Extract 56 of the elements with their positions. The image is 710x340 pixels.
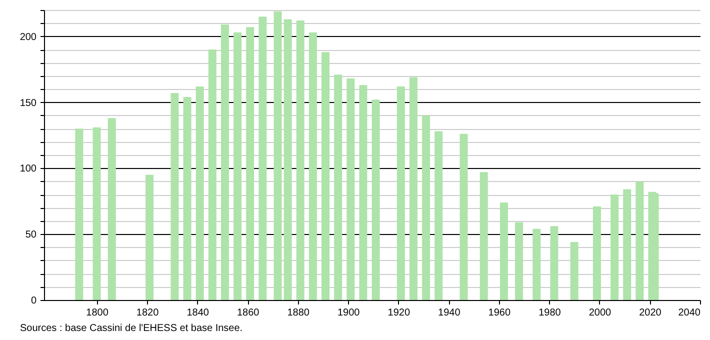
x-tick-label: 1960 — [488, 308, 511, 318]
bar — [409, 77, 418, 300]
bar — [610, 194, 619, 300]
bar — [183, 97, 192, 300]
bar — [434, 131, 443, 300]
bar — [146, 174, 154, 300]
x-tick-label: 2040 — [678, 308, 701, 318]
bar — [636, 181, 644, 300]
bar — [196, 86, 204, 300]
bar — [246, 27, 254, 300]
bar — [623, 189, 632, 300]
bar — [334, 74, 342, 300]
source-note: Sources : base Cassini de l'EHESS et base Insee. — [20, 323, 243, 334]
x-tick-label: 1820 — [136, 308, 160, 318]
x-tick-label: 1840 — [186, 308, 210, 318]
bar — [234, 32, 242, 300]
bar — [346, 78, 355, 300]
y-tick-label: 50 — [25, 230, 37, 241]
x-tick-label: 2000 — [588, 308, 612, 318]
bar — [515, 222, 524, 300]
bar — [92, 127, 101, 300]
bar — [274, 11, 282, 300]
x-tick-label: 1900 — [338, 308, 360, 318]
y-tick-label: 200 — [20, 32, 37, 43]
bar — [570, 242, 578, 300]
x-tick-label: 1860 — [236, 308, 260, 318]
bar — [396, 86, 405, 300]
bar — [108, 118, 116, 300]
bar — [422, 115, 430, 300]
bar — [284, 19, 292, 300]
x-tick-label: 1920 — [388, 308, 410, 318]
x-tick-label: 1880 — [287, 308, 310, 318]
bar — [296, 20, 304, 300]
bar — [322, 52, 330, 300]
x-tick-label: 1940 — [438, 308, 461, 318]
y-tick-label: 100 — [20, 164, 37, 175]
y-tick-label: 0 — [30, 296, 37, 306]
x-tick-label: 2020 — [639, 308, 662, 318]
bar — [208, 50, 216, 300]
bar — [480, 172, 488, 300]
bar — [460, 134, 468, 300]
bar — [75, 128, 84, 300]
bar — [550, 226, 558, 300]
bar — [372, 100, 380, 300]
x-tick-label: 1800 — [86, 308, 109, 318]
bar — [532, 228, 541, 300]
x-tick-label: 1980 — [538, 308, 562, 318]
bar — [500, 202, 508, 300]
bar — [648, 192, 656, 300]
bar — [220, 24, 229, 300]
y-tick-label: 150 — [20, 98, 37, 109]
bar — [592, 206, 601, 300]
bar — [359, 85, 368, 300]
bar — [170, 93, 179, 300]
bar — [308, 32, 317, 300]
bar — [258, 16, 267, 300]
